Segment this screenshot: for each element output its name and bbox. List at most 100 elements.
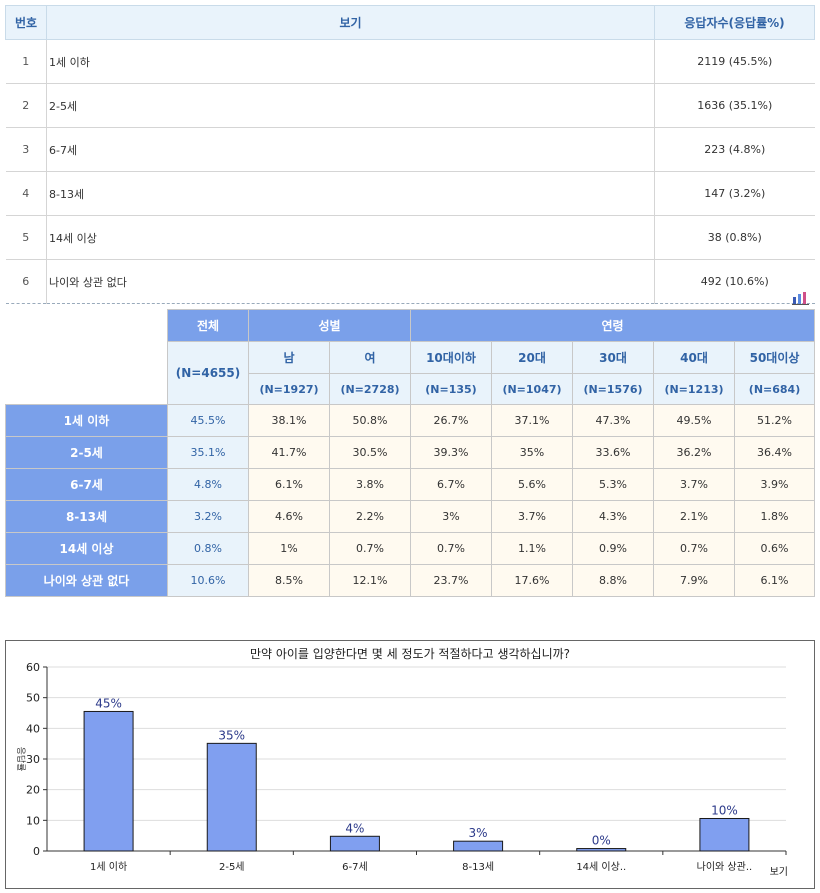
cell-value: 0.7%: [410, 532, 492, 565]
subgroup-label: 50대이상: [733, 341, 816, 374]
cell-value: 41.7%: [248, 436, 330, 469]
row-total: 0.8%: [167, 532, 249, 565]
subgroup-label: 20대: [491, 341, 573, 374]
row-label: 나이와 상관 없다: [46, 259, 655, 304]
summary-table: 번호 보기 응답자수(응답률%) 1 1세 이하 2119 (45.5%) 2 2-5세…: [5, 5, 815, 304]
cell-value: 3.9%: [733, 468, 816, 501]
bar-chart: 만약 아이를 입양한다면 몇 세 정도가 적절하다고 생각하십니까? 0 10 20 3…: [5, 640, 815, 889]
x-axis-label: 보기: [770, 866, 788, 878]
bar: [699, 817, 750, 852]
subgroup-n: (N=1576): [572, 373, 654, 405]
row-value: 492 (10.6%): [654, 259, 815, 304]
cell-value: 4.6%: [248, 500, 330, 533]
table-row: 나이와 상관 없다 10.6% 8.5% 12.1% 23.7% 17.6% 8.8% 7.9…: [5, 564, 816, 597]
data-label: 0%: [592, 834, 611, 848]
row-label: 2-5세: [5, 436, 168, 469]
row-number: 3: [5, 127, 47, 172]
cell-value: 8.8%: [572, 564, 654, 597]
x-tick-label: 2-5세: [219, 861, 245, 873]
subgroup-n: (N=135): [410, 373, 492, 405]
table-row: 2 2-5세 1636 (35.1%): [5, 83, 815, 128]
cell-value: 7.9%: [653, 564, 735, 597]
table-row: 8-13세 3.2% 4.6% 2.2% 3% 3.7% 4.3% 2.1% 1.8%: [5, 500, 816, 533]
subgroup-label: 여: [329, 341, 411, 374]
cell-value: 12.1%: [329, 564, 411, 597]
data-label: 4%: [345, 821, 364, 835]
subgroup-n: (N=1927): [248, 373, 330, 405]
subgroup-n: (N=1047): [491, 373, 573, 405]
bar: [329, 835, 380, 852]
cell-value: 30.5%: [329, 436, 411, 469]
row-total: 45.5%: [167, 404, 249, 437]
subgroup-n: (N=2728): [329, 373, 411, 405]
y-tick-label: 10: [26, 814, 40, 827]
data-label: 45%: [95, 696, 122, 710]
bar-chart-icon[interactable]: [792, 291, 810, 305]
cell-value: 1.8%: [733, 500, 816, 533]
chart-title: 만약 아이를 입양한다면 몇 세 정도가 적절하다고 생각하십니까?: [250, 646, 570, 661]
table-row: 2-5세 35.1% 41.7% 30.5% 39.3% 35% 33.6% 36.2% 36.…: [5, 436, 816, 469]
cell-value: 2.2%: [329, 500, 411, 533]
x-tick-label: 나이와 상관..: [697, 861, 753, 873]
cell-value: 36.2%: [653, 436, 735, 469]
table-row: 4 8-13세 147 (3.2%): [5, 171, 815, 216]
data-label: 35%: [218, 728, 245, 742]
cell-value: 47.3%: [572, 404, 654, 437]
cell-value: 3.8%: [329, 468, 411, 501]
subgroup-label: 남: [248, 341, 330, 374]
row-label: 6-7세: [46, 127, 655, 172]
y-tick-label: 50: [26, 692, 40, 705]
chart-svg: 만약 아이를 입양한다면 몇 세 정도가 적절하다고 생각하십니까? 0 10 20 3…: [15, 646, 788, 878]
bar: [83, 710, 134, 852]
row-label: 2-5세: [46, 83, 655, 128]
header-total-n: (N=4655): [167, 341, 249, 405]
table-row: 5 14세 이상 38 (0.8%): [5, 215, 815, 260]
cell-value: 6.1%: [733, 564, 816, 597]
cell-value: 50.8%: [329, 404, 411, 437]
cell-value: 17.6%: [491, 564, 573, 597]
row-value: 147 (3.2%): [654, 171, 815, 216]
cell-value: 1%: [248, 532, 330, 565]
table-row: 1세 이하 45.5% 38.1% 50.8% 26.7% 37.1% 47.3% 49.5%…: [5, 404, 816, 437]
row-label: 1세 이하: [5, 404, 168, 437]
bar: [453, 840, 504, 852]
cell-value: 3.7%: [491, 500, 573, 533]
cell-value: 3%: [410, 500, 492, 533]
table-row: 6 나이와 상관 없다 492 (10.6%): [5, 259, 815, 304]
table-row: 6-7세 4.8% 6.1% 3.8% 6.7% 5.6% 5.3% 3.7% 3.9%: [5, 468, 816, 501]
subgroup-n: (N=1213): [653, 373, 735, 405]
y-tick-label: 40: [26, 722, 40, 735]
blank-corner: [5, 309, 168, 405]
row-total: 35.1%: [167, 436, 249, 469]
data-label: 10%: [711, 803, 738, 817]
subgroup-label: 10대이하: [410, 341, 492, 374]
subgroup-n: (N=684): [733, 373, 816, 405]
row-label: 8-13세: [5, 500, 168, 533]
header-row-2: (N=4655) 남 여 10대이하 20대 30대 40대 50대이상: [6, 341, 816, 405]
cell-value: 1.1%: [491, 532, 573, 565]
y-tick-label: 30: [26, 753, 40, 766]
header-total: 전체: [167, 309, 249, 342]
cell-value: 0.7%: [653, 532, 735, 565]
row-value: 38 (0.8%): [654, 215, 815, 260]
cell-value: 0.7%: [329, 532, 411, 565]
header-row-3: (N=1927) (N=2728) (N=135) (N=1047) (N=1576)(…: [6, 373, 816, 405]
bar: [206, 742, 257, 852]
data-label: 3%: [469, 826, 488, 840]
x-tick-label: 14세 이상..: [576, 861, 626, 873]
row-label: 14세 이상: [46, 215, 655, 260]
cell-value: 0.6%: [733, 532, 816, 565]
cell-value: 6.7%: [410, 468, 492, 501]
table-row: 14세 이상 0.8% 1% 0.7% 0.7% 1.1% 0.9% 0.7% 0.6%: [5, 532, 816, 565]
cell-value: 38.1%: [248, 404, 330, 437]
cell-value: 0.9%: [572, 532, 654, 565]
cell-value: 26.7%: [410, 404, 492, 437]
bar: [576, 848, 627, 852]
row-total: 4.8%: [167, 468, 249, 501]
cell-value: 5.6%: [491, 468, 573, 501]
header-responses: 응답자수(응답률%): [654, 5, 815, 40]
header-number: 번호: [5, 5, 47, 40]
subgroup-label: 30대: [572, 341, 654, 374]
row-label: 6-7세: [5, 468, 168, 501]
row-value: 1636 (35.1%): [654, 83, 815, 128]
